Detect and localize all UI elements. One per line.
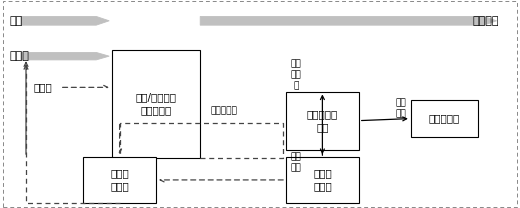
Text: 再生流出液: 再生流出液 [210, 106, 237, 115]
FancyArrow shape [21, 16, 109, 25]
Bar [286, 92, 359, 150]
Text: 再生剂: 再生剂 [34, 82, 53, 92]
Bar [83, 157, 156, 203]
Bar [112, 50, 200, 158]
Text: 膜滤
出水: 膜滤 出水 [291, 152, 302, 172]
Bar [286, 157, 359, 203]
Text: 脱附
流出
液: 脱附 流出 液 [291, 59, 302, 90]
Text: 进水: 进水 [9, 16, 22, 26]
FancyArrow shape [21, 52, 109, 60]
FancyArrow shape [200, 16, 497, 25]
Text: 吸附出水: 吸附出水 [473, 16, 499, 26]
Text: 脱附剂: 脱附剂 [9, 51, 29, 61]
Text: 单个/多个并联
塔式反应器: 单个/多个并联 塔式反应器 [136, 92, 176, 116]
Text: 膜滤
浓液: 膜滤 浓液 [395, 98, 406, 118]
Text: 减压蒸馏器: 减压蒸馏器 [429, 114, 460, 124]
Text: 脱附剂
配制槽: 脱附剂 配制槽 [313, 168, 332, 192]
Bar [411, 100, 478, 137]
Text: 反渗透膜滤
系统: 反渗透膜滤 系统 [307, 109, 338, 132]
Text: 再生剂
配制槽: 再生剂 配制槽 [110, 168, 129, 192]
